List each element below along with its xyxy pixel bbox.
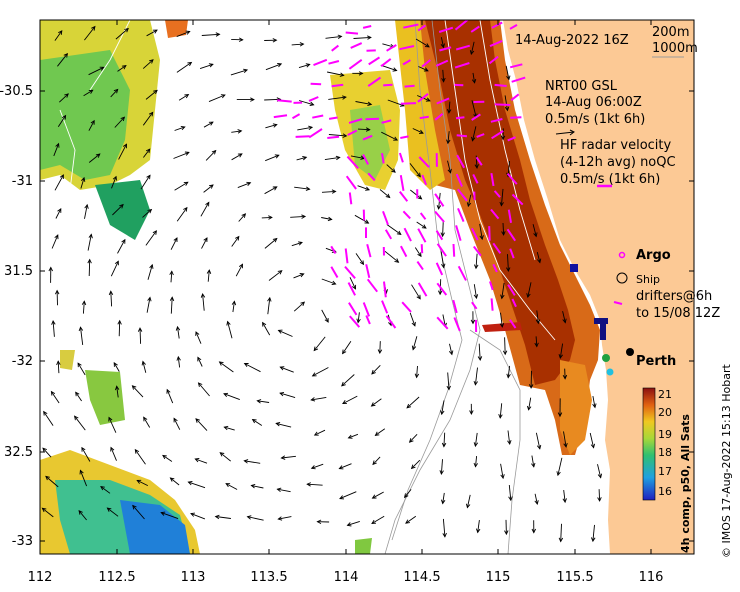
- gsl-label-line2: 14-Aug 06:00Z: [545, 95, 642, 110]
- gsl-label-line1: NRT00 GSL: [545, 79, 618, 94]
- white-contour-lines: [59, 20, 556, 341]
- y-axis-labels: -30.5 -31 31.5 -32 32.5 -33: [0, 84, 33, 549]
- axis-ticks: [39, 20, 694, 554]
- x-tick-label: 115: [486, 570, 511, 585]
- argo-marker: [618, 251, 626, 259]
- x-tick-label: 113.5: [250, 570, 287, 585]
- ship-marker-coastal: [570, 264, 578, 272]
- perth-marker: [626, 348, 634, 356]
- colorbar-title: 4h comp, p50, All Sats: [679, 414, 692, 553]
- isobath-label-200m: 200m: [652, 25, 689, 40]
- ship-label: Ship: [636, 273, 660, 286]
- x-tick-label: 112.5: [98, 570, 135, 585]
- x-tick-label: 113: [181, 570, 206, 585]
- colorbar: [642, 387, 656, 501]
- y-tick-label: 31.5: [4, 264, 33, 279]
- colorbar-ticks: 21 20 19 18 17 16: [658, 388, 672, 498]
- ship-legend-marker: [616, 272, 628, 284]
- credit-text: © IMOS 17-Aug-2022 15:13 Hobart: [720, 364, 733, 558]
- hf-radar-vectors: [273, 20, 526, 333]
- y-tick-label: -33: [12, 534, 33, 549]
- colorbar-tick-label: 17: [658, 465, 672, 478]
- x-tick-label: 114.5: [403, 570, 440, 585]
- y-tick-label: 32.5: [4, 445, 33, 460]
- y-tick-label: -30.5: [0, 84, 33, 99]
- gsl-scale-arrowhead: [569, 129, 575, 136]
- drifter-marker-2: [606, 368, 614, 376]
- x-tick-label: 116: [639, 570, 664, 585]
- plot-frame: [39, 19, 695, 555]
- drifters-label-line1: drifters@6h: [636, 289, 712, 304]
- argo-label: Argo: [636, 248, 671, 263]
- hf-label-line3: 0.5m/s (1kt 6h): [560, 172, 660, 187]
- x-axis-labels: 112 112.5 113 113.5 114 114.5 115 115.5 …: [28, 570, 664, 585]
- colorbar-tick-label: 19: [658, 428, 672, 441]
- drifters-label-line2: to 15/08 12Z: [636, 306, 720, 321]
- colorbar-tick-label: 21: [658, 388, 672, 401]
- x-tick-label: 112: [28, 570, 53, 585]
- x-tick-label: 115.5: [556, 570, 593, 585]
- perth-label: Perth: [636, 354, 676, 369]
- isobath-label-1000m: 1000m: [652, 41, 698, 56]
- drifter-marker: [602, 354, 610, 362]
- gsl-label-line3: 0.5m/s (1kt 6h): [545, 112, 645, 127]
- date-label: 14-Aug-2022 16Z: [515, 33, 629, 48]
- hf-label-line1: HF radar velocity: [560, 138, 672, 153]
- y-tick-label: -32: [12, 354, 33, 369]
- x-tick-label: 114: [334, 570, 359, 585]
- swan-river-channel: [600, 318, 606, 340]
- hf-label-line2: (4-12h avg) noQC: [560, 155, 676, 170]
- drifter-legend-marker: [613, 301, 623, 305]
- y-tick-label: -31: [12, 174, 33, 189]
- colorbar-tick-label: 20: [658, 406, 672, 419]
- colorbar-tick-label: 16: [658, 485, 672, 498]
- colorbar-tick-label: 18: [658, 446, 672, 459]
- isobath-contours: [384, 20, 521, 554]
- gsl-scale-arrow: [555, 131, 575, 135]
